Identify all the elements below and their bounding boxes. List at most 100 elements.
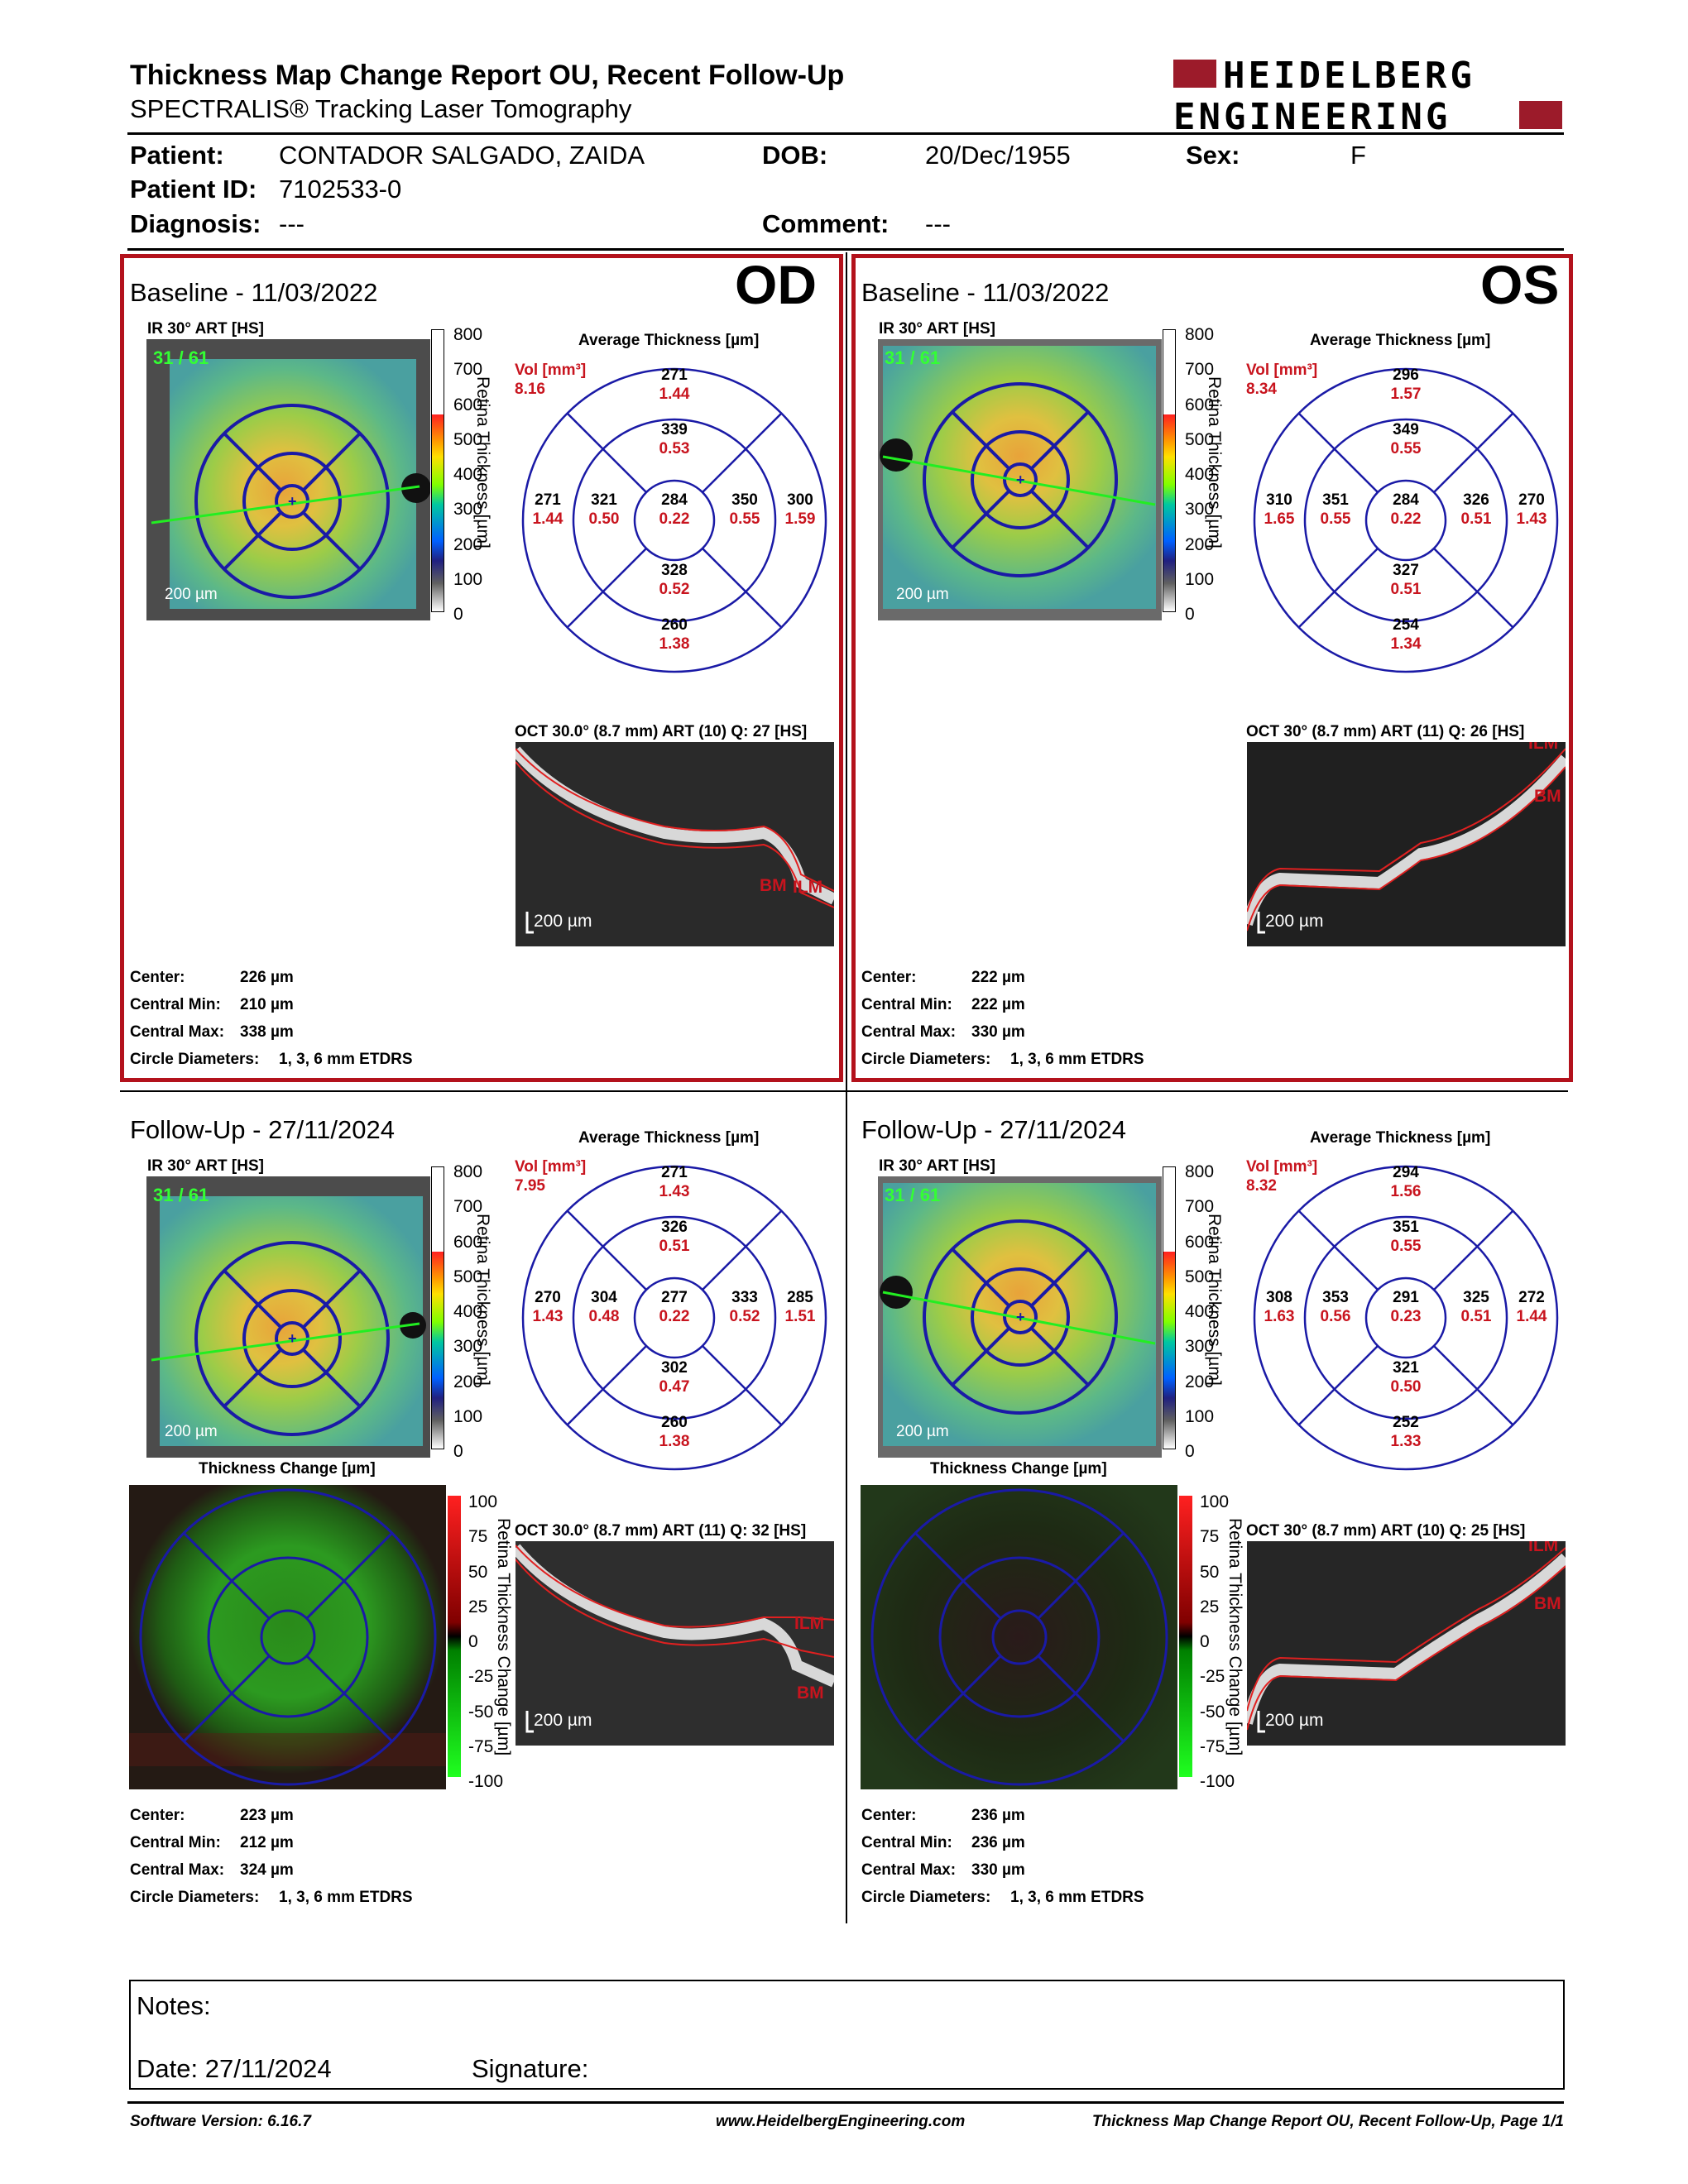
svg-text:+: + [1016, 472, 1025, 488]
od-followup-avg-label: Average Thickness [µm] [578, 1129, 760, 1147]
svg-text:BM: BM [760, 876, 787, 895]
os-followup-vol-label: Vol [mm³] [1246, 1158, 1318, 1176]
os-baseline-inner-top-thickness: 349 [1393, 421, 1419, 438]
svg-text:+: + [1016, 1309, 1025, 1325]
sex-label: Sex: [1186, 141, 1240, 170]
os-followup-ir-label: IR 30° ART [HS] [879, 1157, 995, 1175]
svg-text:ILM: ILM [794, 1614, 824, 1633]
os-baseline-outer-bottom-vol: 1.34 [1390, 635, 1422, 653]
od-followup-diam-value: 1, 3, 6 mm ETDRS [279, 1889, 413, 1906]
od-baseline-outer-bottom-thickness: 260 [661, 616, 688, 634]
os-followup-outer-bottom-vol: 1.33 [1390, 1433, 1422, 1450]
os-followup-inner-right-vol: 0.51 [1460, 1308, 1492, 1325]
os-baseline-inner-top-vol: 0.55 [1390, 440, 1422, 457]
od-baseline-inner-left-vol: 0.50 [588, 510, 620, 528]
od-followup-change-axis-label: Retina Thickness Change [µm] [494, 1518, 513, 1756]
od-baseline-center-label: Center: [130, 969, 185, 986]
od-baseline-outer-right-thickness: 300 [787, 491, 813, 509]
os-baseline-min-label: Central Min: [861, 996, 952, 1013]
od-followup-inner-right-vol: 0.52 [729, 1308, 760, 1325]
os-baseline-etdrs-grid [1253, 367, 1559, 673]
svg-text:200 µm: 200 µm [165, 586, 218, 603]
od-baseline-center-value: 226 µm [240, 969, 294, 986]
os-followup-title: Follow-Up - 27/11/2024 [861, 1115, 1126, 1144]
od-baseline-center-thickness: 284 [661, 491, 688, 509]
svg-text:BM: BM [797, 1684, 824, 1703]
svg-text:200 µm: 200 µm [896, 1423, 949, 1440]
footer-divider [127, 2101, 1564, 2104]
os-baseline-center-value: 222 µm [971, 969, 1025, 986]
os-baseline-vol-value: 8.34 [1246, 381, 1277, 398]
os-followup-change-colorbar [1179, 1496, 1192, 1777]
os-followup-oct-label: OCT 30° (8.7 mm) ART (10) Q: 25 [HS] [1246, 1522, 1526, 1540]
os-followup-inner-top-vol: 0.55 [1390, 1238, 1422, 1255]
os-baseline-outer-left-thickness: 310 [1266, 491, 1292, 509]
od-baseline-frame [120, 254, 843, 1082]
os-baseline-axis-label: Retina Thickness [µm] [1205, 376, 1224, 548]
os-followup-center-vol: 0.23 [1390, 1308, 1422, 1325]
od-followup-max-value: 324 µm [240, 1861, 294, 1879]
od-followup-inner-bottom-thickness: 302 [661, 1359, 688, 1377]
svg-text:200 µm: 200 µm [1265, 912, 1323, 931]
os-baseline-center-thickness: 284 [1393, 491, 1419, 509]
od-followup-inner-bottom-vol: 0.47 [659, 1378, 690, 1396]
os-followup-inner-right-thickness: 325 [1463, 1289, 1489, 1306]
od-baseline-thickness-ticks: 800 700 600 500 400 300 200 100 0 [453, 325, 483, 625]
od-followup-etdrs-grid [521, 1165, 827, 1471]
svg-text:31 / 61: 31 / 61 [153, 1185, 209, 1205]
notes-box [129, 1980, 1565, 2090]
os-baseline-inner-bottom-thickness: 327 [1393, 562, 1419, 579]
od-baseline-outer-bottom-vol: 1.38 [659, 635, 690, 653]
os-followup-max-label: Central Max: [861, 1861, 957, 1879]
svg-text:+: + [288, 493, 297, 510]
od-baseline-oct-scan: BM ILM 200 µm [516, 742, 834, 946]
svg-text:ILM: ILM [1528, 1541, 1558, 1555]
od-baseline-thickness-map: + 31 / 61 200 µm [146, 339, 430, 620]
od-baseline-diam-label: Circle Diameters: [130, 1051, 260, 1068]
od-baseline-vol-value: 8.16 [515, 381, 545, 398]
od-followup-min-value: 212 µm [240, 1834, 294, 1851]
dob-value: 20/Dec/1955 [925, 141, 1071, 170]
os-baseline-max-label: Central Max: [861, 1023, 957, 1041]
os-baseline-inner-right-vol: 0.51 [1460, 510, 1492, 528]
od-followup-oct-label: OCT 30.0° (8.7 mm) ART (11) Q: 32 [HS] [515, 1522, 807, 1540]
footer-page-info: Thickness Map Change Report OU, Recent F… [1091, 2113, 1564, 2130]
svg-text:ENGINEERING: ENGINEERING [1173, 96, 1451, 137]
od-baseline-oct-label: OCT 30.0° (8.7 mm) ART (10) Q: 27 [HS] [515, 723, 808, 740]
patient-label: Patient: [130, 141, 224, 170]
os-followup-etdrs-grid [1253, 1165, 1559, 1471]
patient-id-label: Patient ID: [130, 175, 257, 204]
os-baseline-max-value: 330 µm [971, 1023, 1025, 1041]
od-baseline-outer-left-vol: 1.44 [532, 510, 563, 528]
os-followup-outer-bottom-thickness: 252 [1393, 1414, 1419, 1431]
od-baseline-inner-right-thickness: 350 [731, 491, 758, 509]
os-baseline-outer-top-vol: 1.57 [1390, 386, 1422, 403]
os-followup-outer-top-vol: 1.56 [1390, 1183, 1422, 1200]
od-baseline-inner-top-vol: 0.53 [659, 440, 690, 457]
svg-text:200 µm: 200 µm [165, 1423, 218, 1440]
od-followup-oct-scan: ILM BM 200 µm [516, 1541, 834, 1746]
od-baseline-ir-label: IR 30° ART [HS] [147, 320, 264, 338]
os-followup-min-label: Central Min: [861, 1834, 952, 1851]
os-followup-change-ticks: 100 75 50 25 0 -25 -50 -75 -100 [1200, 1492, 1235, 1792]
od-followup-center-vol: 0.22 [659, 1308, 690, 1325]
od-followup-center-label: Center: [130, 1807, 185, 1824]
od-followup-axis-label: Retina Thickness [µm] [473, 1214, 492, 1386]
os-followup-outer-right-thickness: 272 [1518, 1289, 1545, 1306]
od-eye-label: OD [735, 254, 817, 315]
os-followup-change-label: Thickness Change [µm] [930, 1460, 1107, 1478]
os-followup-inner-bottom-thickness: 321 [1393, 1359, 1419, 1377]
dob-label: DOB: [762, 141, 828, 170]
od-followup-change-ticks: 100 75 50 25 0 -25 -50 -75 -100 [468, 1492, 504, 1792]
od-followup-outer-bottom-vol: 1.38 [659, 1433, 690, 1450]
os-baseline-thickness-map: + 31 / 61 200 µm [878, 339, 1162, 620]
od-baseline-inner-bottom-thickness: 328 [661, 562, 688, 579]
heidelberg-logo: HEIDELBERG ENGINEERING [1173, 55, 1562, 138]
os-followup-thickness-map: + 31 / 61 200 µm [878, 1176, 1162, 1458]
svg-text:ILM: ILM [793, 878, 822, 897]
od-followup-min-label: Central Min: [130, 1834, 221, 1851]
os-baseline-inner-left-vol: 0.55 [1320, 510, 1351, 528]
od-baseline-inner-right-vol: 0.55 [729, 510, 760, 528]
os-baseline-min-value: 222 µm [971, 996, 1025, 1013]
od-followup-outer-left-thickness: 270 [535, 1289, 561, 1306]
